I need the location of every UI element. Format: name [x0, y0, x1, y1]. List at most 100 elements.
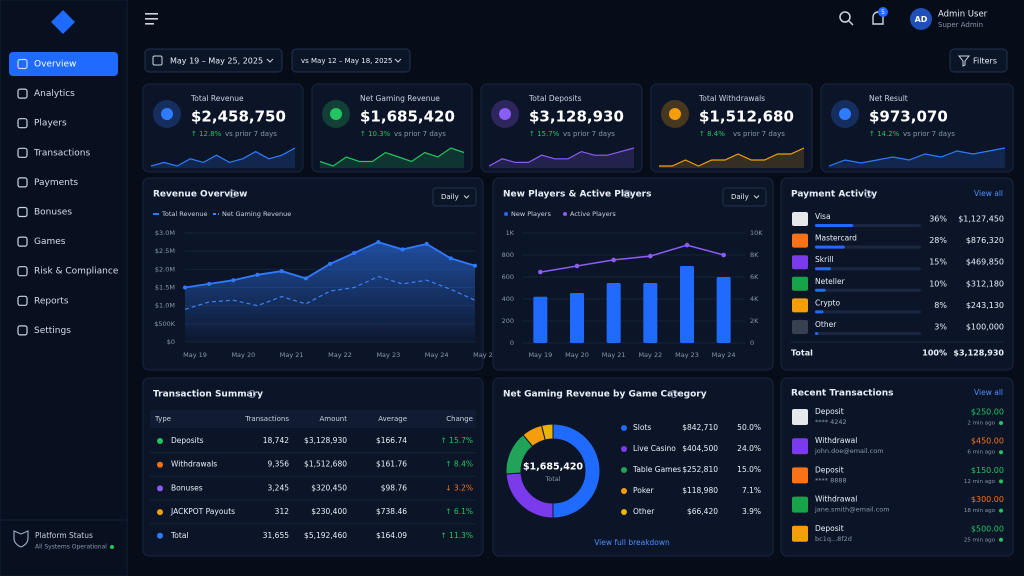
- method-icon: [792, 255, 808, 270]
- badge-count: 5: [881, 9, 885, 16]
- bar: [680, 266, 694, 343]
- table-cell: Deposits: [171, 436, 204, 445]
- x-tick-label: May 23: [675, 351, 699, 359]
- nav-item[interactable]: Settings: [34, 326, 71, 336]
- nav-item[interactable]: Analytics: [34, 89, 75, 99]
- total-share: 100%: [922, 349, 947, 358]
- category-amount: $404,500: [682, 444, 718, 453]
- period-label: Daily: [441, 193, 459, 201]
- point: [721, 252, 726, 258]
- method-amount: $469,850: [966, 258, 1004, 267]
- point: [448, 256, 453, 261]
- point: [328, 261, 332, 266]
- filters-label: Filters: [973, 57, 997, 66]
- row-icon: [157, 438, 163, 444]
- transaction-time: 25 min ago: [964, 537, 996, 543]
- nav-item[interactable]: Payments: [34, 178, 78, 188]
- kpi-title: Total Revenue: [190, 94, 244, 103]
- status-text: All Systems Operational: [35, 544, 107, 551]
- kpi-title: Net Result: [869, 94, 908, 103]
- status-dot: [999, 479, 1003, 484]
- filter-button[interactable]: [291, 48, 411, 73]
- x-tick-label: May 21: [602, 351, 626, 359]
- y-tick-label: $3.0M: [155, 229, 175, 237]
- view-all-link[interactable]: View all: [974, 189, 1003, 198]
- info-icon: [248, 390, 256, 398]
- y-tick-label: 200: [502, 317, 514, 325]
- share-bar: [815, 267, 831, 271]
- nav-item[interactable]: Games: [34, 237, 66, 247]
- nav-active: [9, 52, 118, 76]
- nav-icon: [17, 88, 28, 99]
- card-title: Transaction Summary: [153, 390, 263, 400]
- filter-button[interactable]: [144, 48, 283, 73]
- info-icon: [229, 190, 237, 198]
- status-dot: [999, 421, 1003, 425]
- nav-item[interactable]: Players: [34, 119, 67, 129]
- nav-item[interactable]: Bonuses: [34, 208, 72, 218]
- table-cell: $98.76: [381, 483, 407, 492]
- period-select[interactable]: [432, 187, 477, 207]
- nav-icon: [17, 177, 28, 188]
- nav-icon: [17, 295, 28, 306]
- x-tick-label: May 24: [712, 351, 736, 359]
- x-tick-label: May 23: [376, 351, 400, 359]
- kpi-change: ↑ 15.7%: [529, 130, 560, 138]
- y-tick-label: $0: [167, 338, 175, 346]
- share-label: 8%: [934, 301, 947, 310]
- table-cell: $738.46: [376, 507, 407, 516]
- x-tick-label: May 24: [425, 351, 449, 359]
- table-cell: $166.74: [376, 436, 407, 445]
- search-icon[interactable]: [839, 11, 854, 26]
- filters-button[interactable]: [949, 48, 1008, 73]
- period-select[interactable]: [722, 187, 767, 207]
- share-label: 36%: [929, 215, 947, 224]
- legend-label: Slots: [633, 423, 651, 432]
- point: [538, 269, 543, 275]
- share-label: 10%: [929, 279, 947, 288]
- y2-tick-label: 6K: [750, 273, 759, 281]
- kpi-card: [650, 83, 813, 173]
- y-tick-label: $1.5M: [155, 284, 175, 292]
- point: [648, 253, 653, 259]
- nav-item[interactable]: Risk & Compliance: [34, 267, 119, 277]
- kpi-title: Total Withdrawals: [698, 94, 765, 103]
- transaction-amount: $450.00: [971, 437, 1004, 446]
- table-cell: ↑ 6.1%: [445, 507, 473, 516]
- y-tick-label: $2.0M: [155, 265, 175, 273]
- sparkline: [319, 147, 465, 167]
- table-cell: ↑ 15.7%: [441, 436, 474, 445]
- nav-icon: [17, 147, 28, 158]
- nav-item[interactable]: Transactions: [33, 148, 90, 158]
- category-amount: $842,710: [682, 423, 718, 432]
- sparkline: [659, 147, 805, 167]
- menu-icon[interactable]: [145, 13, 158, 25]
- filter-text: vs May 12 – May 18, 2025: [301, 57, 392, 65]
- y2-tick-label: 8K: [750, 251, 759, 259]
- table-cell: Bonuses: [171, 483, 203, 492]
- nav-item[interactable]: Reports: [34, 296, 69, 306]
- period-label: Daily: [731, 193, 749, 201]
- share-label: 3%: [934, 323, 947, 332]
- kpi-note: vs prior 7 days: [563, 130, 615, 138]
- payments-card: [780, 177, 1014, 371]
- row-icon: [157, 485, 163, 492]
- x-tick-label: May 19: [183, 351, 207, 359]
- column-header: Transactions: [244, 415, 289, 423]
- kpi-change: ↑ 12.8%: [191, 130, 222, 138]
- point: [400, 247, 405, 252]
- view-all-link[interactable]: View all: [974, 388, 1003, 397]
- point: [473, 263, 477, 268]
- kpi-value: $1,512,680: [699, 108, 794, 126]
- nav-icon: [17, 118, 28, 129]
- breakdown-link[interactable]: View full breakdown: [594, 538, 670, 547]
- y-tick-label: $2.5M: [155, 247, 175, 255]
- status-dot: [999, 537, 1003, 542]
- table-cell: $230,400: [311, 507, 347, 516]
- status-title: Platform Status: [35, 531, 93, 540]
- share-bar: [815, 245, 845, 249]
- nav-item[interactable]: Overview: [34, 60, 76, 70]
- bar: [570, 292, 584, 343]
- table-cell: 3,245: [268, 483, 290, 492]
- method-amount: $100,000: [966, 323, 1004, 332]
